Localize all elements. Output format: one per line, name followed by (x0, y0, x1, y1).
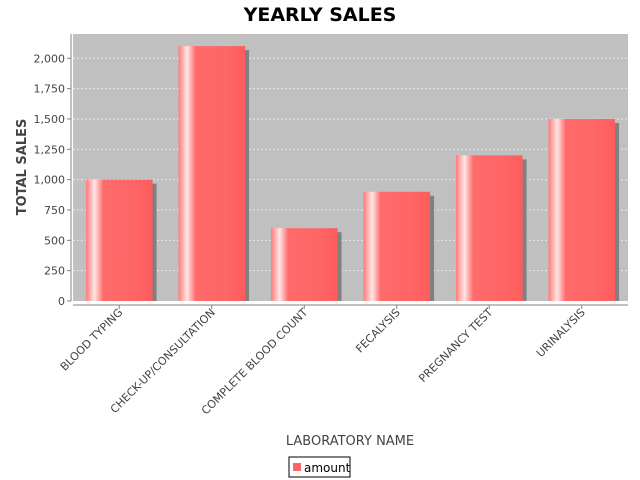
legend: amount (288, 456, 351, 478)
x-tick-label: PREGNANCY TEST (416, 306, 495, 385)
legend-label: amount (304, 461, 351, 475)
y-tick-label: 500 (44, 234, 65, 247)
bar (270, 228, 338, 301)
y-tick-label: 250 (44, 265, 65, 278)
legend-swatch (293, 463, 301, 471)
gridlines (73, 57, 628, 272)
x-tick-label: CHECK-UP/CONSULTATION (108, 306, 218, 416)
y-tick-label: 1,750 (34, 83, 66, 96)
y-tick-label: 2,000 (34, 52, 66, 65)
bar (548, 118, 616, 301)
legend-box (288, 456, 351, 478)
y-tick-label: 1,250 (34, 143, 66, 156)
x-tick-label: FECALYSIS (353, 306, 403, 356)
y-tick-label: 1,500 (34, 113, 66, 126)
y-tick-label: 0 (58, 295, 65, 308)
x-tick-label: URINALYSIS (534, 306, 588, 360)
bar (455, 155, 523, 301)
x-tick-label: BLOOD TYPING (58, 306, 126, 374)
y-tick-label: 750 (44, 204, 65, 217)
bar (178, 46, 246, 301)
y-axis-label: TOTAL SALES (15, 119, 30, 216)
y-axis: 0 250 500 750 1,000 1,250 1,500 1,750 2,000 (34, 34, 72, 308)
x-axis-label: LABORATORY NAME (286, 434, 414, 449)
plot-area (73, 34, 628, 301)
chart-title: YEARLY SALES (243, 4, 397, 26)
y-tick-label: 1,000 (34, 174, 66, 187)
bar (363, 191, 431, 301)
bars (85, 46, 620, 301)
bar (85, 179, 153, 301)
x-axis: BLOOD TYPINGCHECK-UP/CONSULTATIONCOMPLET… (58, 304, 628, 418)
x-tick-label: COMPLETE BLOOD COUNT (199, 306, 311, 418)
